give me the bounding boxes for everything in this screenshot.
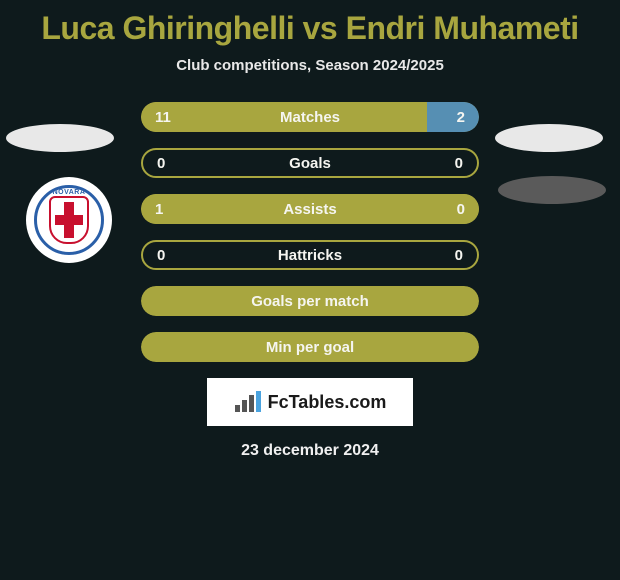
club-badge-left: NOVARA <box>26 177 112 263</box>
footer-date: 23 december 2024 <box>0 442 620 460</box>
footer-brand-text: FcTables.com <box>268 392 387 413</box>
page-title: Luca Ghiringhelli vs Endri Muhameti <box>0 0 620 47</box>
stat-label: Goals <box>143 150 477 176</box>
stat-row: Goals per match <box>141 286 479 316</box>
club-badge-cross-h <box>55 215 83 225</box>
stat-row: 00Hattricks <box>141 240 479 270</box>
footer-brand-box: FcTables.com <box>207 378 413 426</box>
stat-label: Min per goal <box>141 332 479 362</box>
stat-bars: 112Matches 00Goals 10Assists 00Hattricks Goa… <box>141 102 479 362</box>
player-oval-right-mid <box>498 176 606 204</box>
player-oval-left <box>6 124 114 152</box>
club-badge-ring: NOVARA <box>34 185 104 255</box>
stat-row: 00Goals <box>141 148 479 178</box>
stat-row: 10Assists <box>141 194 479 224</box>
stat-label: Hattricks <box>143 242 477 268</box>
stat-row: Min per goal <box>141 332 479 362</box>
stat-label: Matches <box>141 102 479 132</box>
club-badge-shield <box>49 196 89 244</box>
stat-label: Assists <box>141 194 479 224</box>
subtitle: Club competitions, Season 2024/2025 <box>0 57 620 74</box>
player-oval-right-top <box>495 124 603 152</box>
club-badge-text: NOVARA <box>37 189 101 196</box>
stat-label: Goals per match <box>141 286 479 316</box>
fctables-logo-icon <box>234 391 262 413</box>
stat-row: 112Matches <box>141 102 479 132</box>
